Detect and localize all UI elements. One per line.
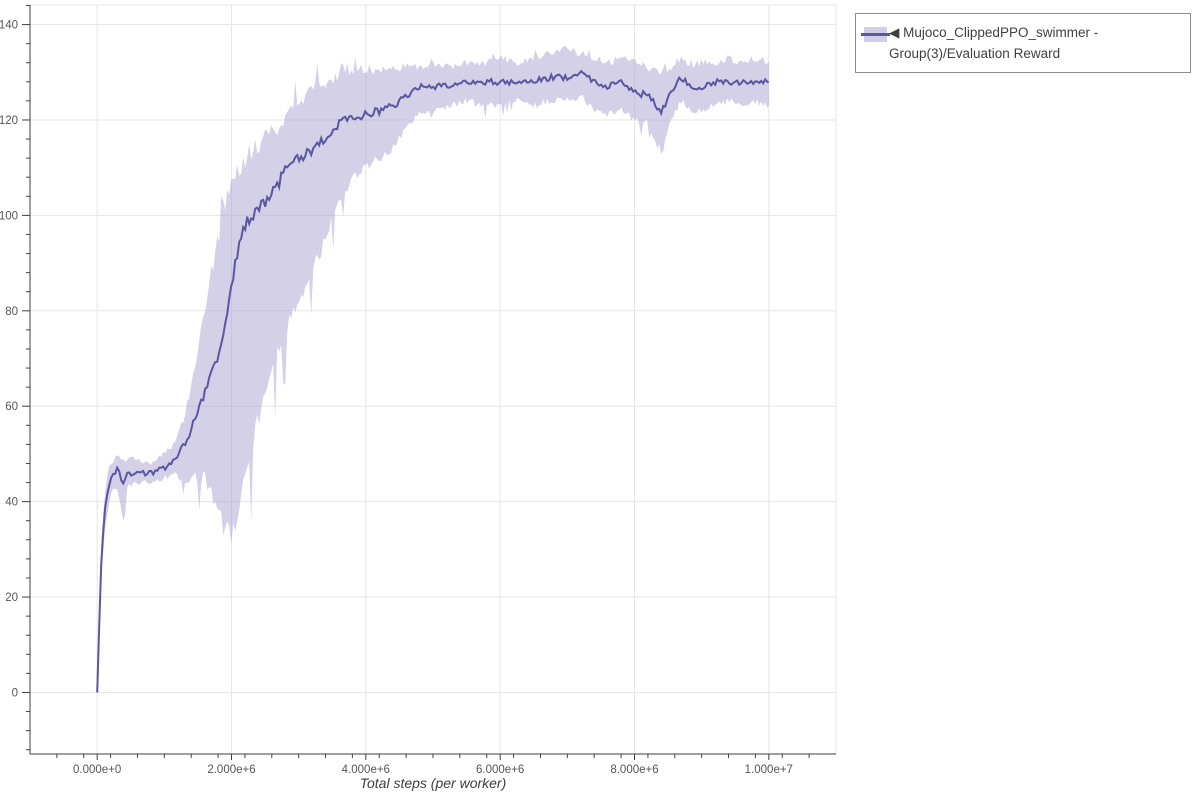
series-mean-line bbox=[96, 69, 770, 693]
svg-text:1.000e+7: 1.000e+7 bbox=[745, 764, 793, 776]
gridlines bbox=[30, 5, 836, 754]
svg-text:40: 40 bbox=[5, 497, 18, 509]
svg-text:20: 20 bbox=[5, 592, 18, 604]
series-band bbox=[97, 46, 769, 693]
legend[interactable]: ◀ Mujoco_ClippedPPO_swimmer - Group(3)/E… bbox=[855, 13, 1191, 73]
svg-text:0: 0 bbox=[12, 687, 18, 699]
svg-text:8.000e+6: 8.000e+6 bbox=[610, 764, 658, 776]
svg-text:4.000e+6: 4.000e+6 bbox=[342, 764, 390, 776]
svg-text:100: 100 bbox=[0, 210, 18, 222]
svg-text:0.000e+0: 0.000e+0 bbox=[73, 764, 121, 776]
svg-text:120: 120 bbox=[0, 115, 18, 127]
svg-text:2.000e+6: 2.000e+6 bbox=[207, 764, 255, 776]
x-axis-title: Total steps (per worker) bbox=[359, 775, 507, 791]
plot-outline bbox=[29, 4, 837, 755]
svg-text:140: 140 bbox=[0, 20, 18, 32]
axes bbox=[22, 4, 836, 760]
svg-text:60: 60 bbox=[5, 401, 18, 413]
series-swatch-icon bbox=[861, 27, 890, 42]
tick-labels: 0.000e+0 2.000e+6 4.000e+6 6.000e+6 8.000e+6… bbox=[0, 20, 793, 776]
svg-text:80: 80 bbox=[5, 306, 18, 318]
svg-text:6.000e+6: 6.000e+6 bbox=[476, 764, 524, 776]
legend-item-label: ◀ Mujoco_ClippedPPO_swimmer - Group(3)/E… bbox=[889, 25, 1099, 61]
